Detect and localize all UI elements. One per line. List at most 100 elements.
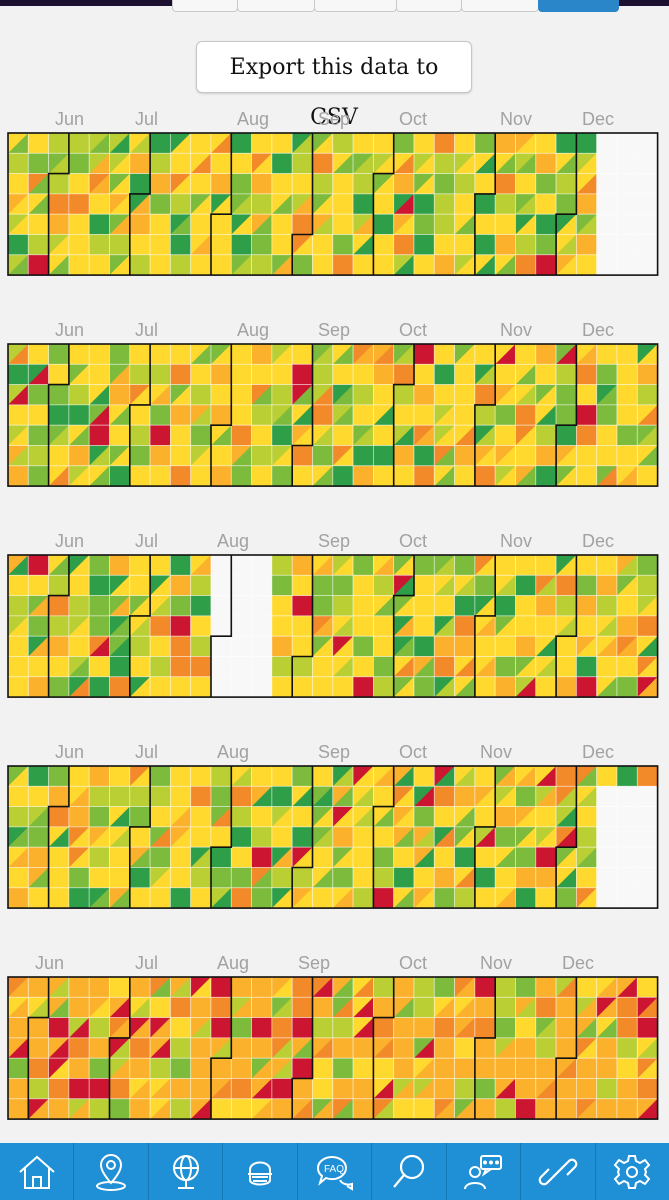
day-cell: [433, 213, 455, 235]
day-cell: [149, 152, 171, 174]
nav-home[interactable]: [0, 1143, 75, 1200]
day-cell: [352, 554, 374, 576]
day-cell: [149, 574, 171, 596]
day-cell: [474, 1078, 496, 1100]
day-cell: [413, 1078, 435, 1100]
day-cell: [109, 595, 131, 617]
day-cell: [372, 213, 395, 235]
day-cell: [413, 384, 435, 406]
day-cell: [88, 656, 110, 678]
day-cell: [474, 384, 496, 406]
nav-globe[interactable]: [149, 1143, 224, 1200]
day-cell: [393, 384, 415, 406]
day-cell: [48, 806, 70, 828]
day-cell: [535, 676, 557, 698]
nav-location[interactable]: [74, 1143, 149, 1200]
day-cell: [27, 404, 49, 426]
mask-face-icon: [248, 1161, 273, 1185]
nav-mask[interactable]: [223, 1143, 298, 1200]
day-cell: [149, 234, 171, 256]
segment-tab-4[interactable]: [396, 0, 462, 12]
day-cell: [88, 806, 110, 828]
day-cell: [169, 1057, 192, 1079]
segment-tab-1[interactable]: [172, 0, 238, 12]
day-cell: [393, 574, 415, 596]
nav-settings[interactable]: [596, 1143, 669, 1200]
day-cell: [454, 424, 476, 446]
day-cell: [190, 1078, 212, 1100]
day-cell: [596, 343, 618, 365]
day-cell: [616, 887, 638, 909]
day-cell: [210, 765, 232, 787]
day-cell: [210, 1037, 232, 1059]
segment-tab-2[interactable]: [237, 0, 315, 12]
day-cell: [535, 424, 557, 446]
day-cell: [555, 384, 577, 406]
day-cell: [48, 846, 70, 868]
day-cell: [7, 595, 29, 617]
calendar-border: [7, 976, 659, 1120]
day-cell: [149, 676, 171, 698]
month-boundary: [291, 133, 314, 276]
day-cell: [271, 785, 293, 807]
day-cell: [210, 404, 232, 426]
segment-tab-5[interactable]: [461, 0, 539, 12]
nav-link[interactable]: [521, 1143, 596, 1200]
month-label: Sep: [318, 742, 350, 762]
day-cell: [169, 595, 192, 617]
day-cell: [535, 343, 557, 365]
day-cell: [393, 1098, 415, 1120]
day-cell: [433, 1017, 455, 1039]
month-label: Nov: [500, 531, 532, 551]
day-cell: [271, 656, 293, 678]
day-cell: [413, 152, 435, 174]
day-cell: [596, 676, 618, 698]
day-cell: [68, 343, 90, 365]
nav-faq[interactable]: FAQ: [298, 1143, 373, 1200]
month-boundary: [47, 344, 70, 487]
day-cell: [68, 193, 90, 215]
day-cell: [352, 846, 374, 868]
day-cell: [332, 595, 354, 617]
day-cell: [291, 173, 313, 195]
month-boundary: [108, 977, 131, 1120]
day-cell: [474, 676, 496, 698]
day-cell: [454, 445, 476, 467]
day-cell: [230, 806, 253, 828]
day-cell: [535, 1017, 557, 1039]
nav-support[interactable]: [447, 1143, 522, 1200]
day-cell: [271, 554, 293, 576]
day-cell: [271, 1037, 293, 1059]
day-cell: [129, 424, 151, 446]
day-cell: [291, 445, 313, 467]
day-cell: [352, 1078, 374, 1100]
day-cell: [271, 193, 293, 215]
day-cell: [535, 976, 557, 998]
day-cell: [332, 1098, 354, 1120]
day-cell: [454, 826, 476, 848]
day-cell: [251, 173, 273, 195]
segment-tab-3[interactable]: [314, 0, 397, 12]
day-cell: [332, 615, 354, 637]
day-cell: [576, 152, 598, 174]
day-cell: [596, 1017, 618, 1039]
day-cell: [210, 785, 232, 807]
day-cell: [332, 806, 354, 828]
day-cell: [515, 384, 537, 406]
day-cell: [616, 465, 638, 487]
day-cell: [190, 1098, 212, 1120]
day-cell: [454, 676, 476, 698]
day-cell: [413, 465, 435, 487]
export-csv-button[interactable]: Export this data to CSV: [196, 41, 472, 130]
day-cell: [494, 1098, 516, 1120]
day-cell: [48, 424, 70, 446]
day-cell: [129, 363, 151, 385]
day-cell: [291, 765, 313, 787]
day-cell: [393, 132, 415, 154]
day-cell: [7, 976, 29, 998]
segment-tab-active[interactable]: [538, 0, 619, 12]
day-cell: [251, 574, 273, 596]
nav-search[interactable]: [372, 1143, 447, 1200]
day-cell: [332, 635, 354, 657]
month-label: Jul: [135, 531, 158, 551]
